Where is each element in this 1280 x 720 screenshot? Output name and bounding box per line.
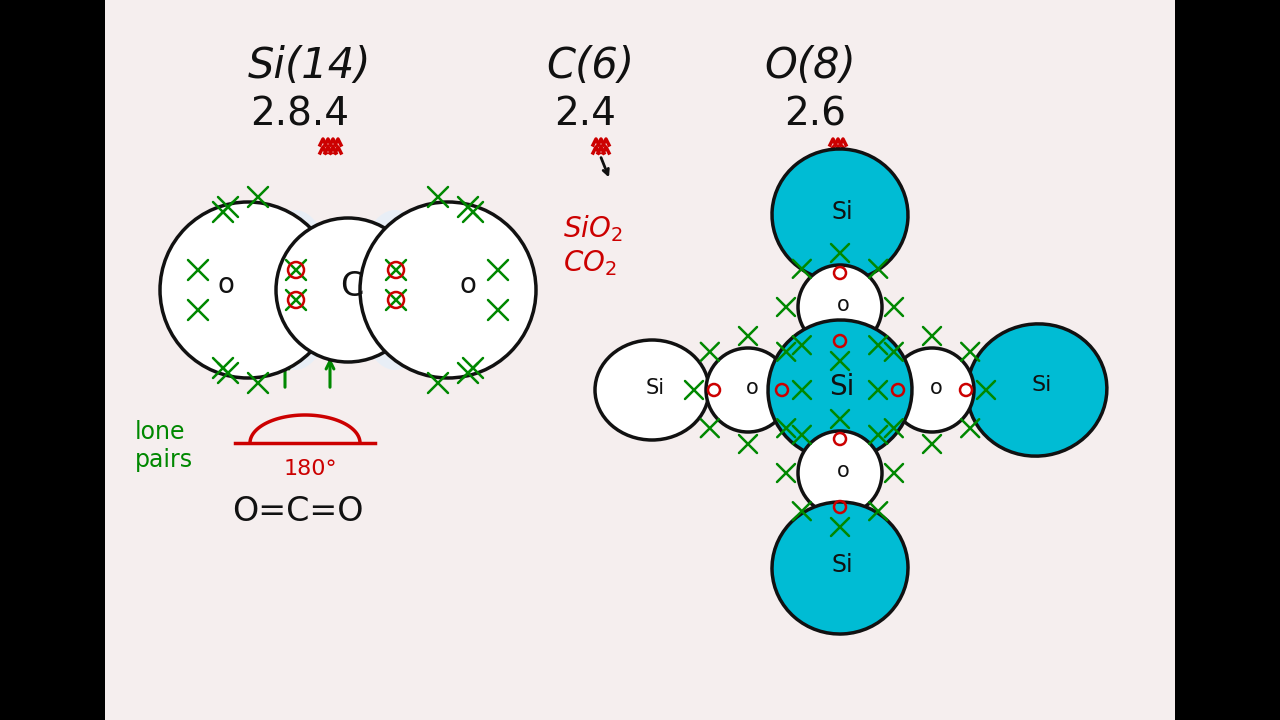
Bar [1175,0,1280,720]
Bar [0,0,105,720]
Text: 2.8.4: 2.8.4 [251,95,349,133]
Circle shape [707,348,790,432]
Text: o: o [929,378,942,398]
Text: 2.6: 2.6 [783,95,846,133]
Text: o: o [837,295,850,315]
Text: $SiO_2$: $SiO_2$ [563,213,622,244]
Text: C(6): C(6) [547,45,634,87]
Circle shape [360,202,536,378]
Text: Si: Si [829,373,855,401]
Ellipse shape [270,238,323,343]
Circle shape [890,348,974,432]
Text: O(8): O(8) [764,45,856,87]
Text: $CO_2$: $CO_2$ [563,248,617,278]
Text: Si: Si [831,553,852,577]
Text: Si: Si [1032,375,1052,395]
Text: Si: Si [645,378,664,398]
Bar [1175,0,1280,720]
Text: C: C [340,271,364,304]
Text: O=C=O: O=C=O [232,495,364,528]
Text: Si(14): Si(14) [248,45,371,87]
Ellipse shape [595,340,709,440]
Text: o: o [218,271,234,299]
Text: 180°: 180° [283,459,337,479]
Ellipse shape [355,210,435,370]
Text: 2.4: 2.4 [554,95,616,133]
Ellipse shape [772,149,908,281]
Circle shape [797,265,882,349]
Text: o: o [460,271,476,299]
Ellipse shape [968,324,1107,456]
Text: lone
pairs: lone pairs [134,420,193,472]
Ellipse shape [772,502,908,634]
Text: o: o [746,378,758,398]
Circle shape [797,431,882,515]
Ellipse shape [255,210,335,370]
Circle shape [276,218,420,362]
Text: Si: Si [831,200,852,224]
Bar [0,0,105,720]
Text: o: o [837,461,850,481]
Ellipse shape [768,320,911,460]
Ellipse shape [370,238,422,343]
Circle shape [160,202,335,378]
